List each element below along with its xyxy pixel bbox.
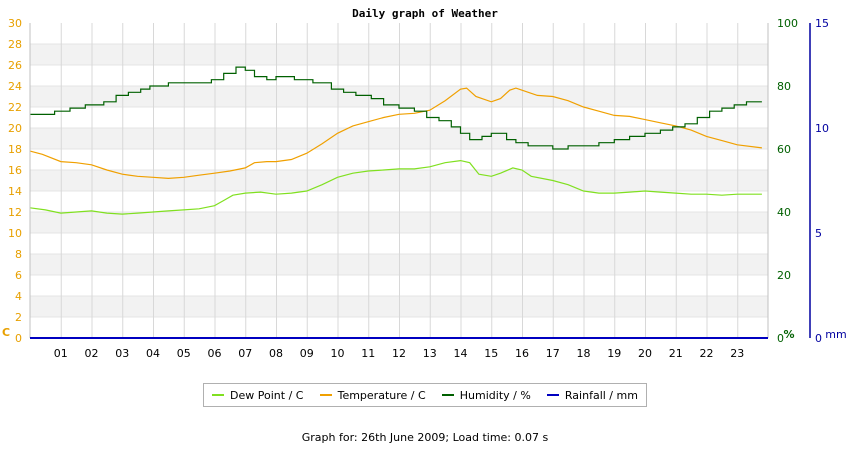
x-tick-label: 05: [177, 347, 191, 360]
y-tick-label-left: 24: [8, 80, 22, 93]
humidity-axis-unit: %: [783, 328, 794, 341]
y-tick-label-rainfall: 15: [815, 17, 829, 30]
x-tick-label: 07: [238, 347, 252, 360]
legend-item-temperature: Temperature / C: [319, 388, 426, 402]
series-line-temperature: [29, 87, 762, 180]
legend-label-temperature: Temperature / C: [337, 388, 426, 402]
y-tick-label-humidity: 100: [777, 17, 798, 30]
series-line-dew: [29, 159, 762, 215]
x-tick-label: 13: [423, 347, 437, 360]
weather-chart: Daily graph of Weather 02468101214161820…: [2, 7, 847, 360]
x-tick-label: 19: [607, 347, 621, 360]
y-tick-label-left: 22: [8, 101, 22, 114]
x-tick-label: 15: [484, 347, 498, 360]
x-tick-label: 06: [208, 347, 222, 360]
axes: [29, 23, 811, 339]
y-tick-label-humidity: 40: [777, 206, 791, 219]
y-tick-label-left: 8: [15, 248, 22, 261]
legend-swatch-temperature: [319, 394, 332, 396]
x-tick-label: 12: [392, 347, 406, 360]
x-tick-label: 14: [454, 347, 468, 360]
y-tick-label-humidity: 0: [777, 332, 784, 345]
x-tick-label: 08: [269, 347, 283, 360]
y-tick-label-rainfall: 5: [815, 227, 822, 240]
legend-label-rainfall: Rainfall / mm: [564, 388, 638, 402]
x-tick-label: 22: [700, 347, 714, 360]
x-tick-label: 17: [546, 347, 560, 360]
y-tick-label-left: 28: [8, 38, 22, 51]
y-tick-label-left: 26: [8, 59, 22, 72]
y-tick-label-left: 0: [15, 332, 22, 345]
x-tick-label: 16: [515, 347, 529, 360]
legend-swatch-humidity: [441, 394, 454, 396]
x-tick-label: 21: [669, 347, 683, 360]
series-line-humidity: [30, 66, 762, 150]
y-tick-label-left: 14: [8, 185, 22, 198]
chart-title: Daily graph of Weather: [352, 7, 498, 20]
footer-status: Graph for: 26th June 2009; Load time: 0.…: [301, 431, 549, 444]
x-tick-label: 18: [577, 347, 591, 360]
legend: Dew Point / C Temperature / C Humidity /…: [203, 383, 647, 407]
legend-swatch-rainfall: [546, 394, 559, 396]
y-tick-label-humidity: 80: [777, 80, 791, 93]
y-tick-label-left: 30: [8, 17, 22, 30]
y-tick-label-rainfall: 10: [815, 122, 829, 135]
x-tick-label: 04: [146, 347, 160, 360]
y-tick-label-left: 6: [15, 269, 22, 282]
x-tick-label: 10: [331, 347, 345, 360]
y-tick-label-left: 2: [15, 311, 22, 324]
legend-label-humidity: Humidity / %: [459, 388, 531, 402]
y-tick-label-left: 12: [8, 206, 22, 219]
legend-item-dew-point: Dew Point / C: [212, 389, 303, 402]
x-tick-label: 23: [730, 347, 744, 360]
y-tick-label-left: 18: [8, 143, 22, 156]
x-tick-label: 02: [85, 347, 99, 360]
x-tick-label: 20: [638, 347, 652, 360]
y-tick-label-left: 16: [8, 164, 22, 177]
vertical-gridlines: [60, 23, 739, 338]
y-tick-label-left: 20: [8, 122, 22, 135]
x-tick-label: 11: [361, 347, 375, 360]
x-tick-label: 01: [54, 347, 68, 360]
y-tick-label-humidity: 20: [777, 269, 791, 282]
y-tick-label-left: 10: [8, 227, 22, 240]
y-tick-label-left: 4: [15, 290, 22, 303]
x-tick-label: 03: [115, 347, 129, 360]
y-tick-label-humidity: 60: [777, 143, 791, 156]
y-tick-label-rainfall: 0: [815, 332, 822, 345]
legend-swatch-dew-point: [212, 394, 225, 396]
x-tick-label: 09: [300, 347, 314, 360]
left-axis-unit: C: [2, 326, 10, 339]
legend-item-rainfall: Rainfall / mm: [546, 388, 638, 402]
legend-item-humidity: Humidity / %: [441, 388, 531, 402]
legend-label-dew-point: Dew Point / C: [230, 388, 304, 402]
rainfall-axis-unit: mm: [825, 328, 846, 341]
